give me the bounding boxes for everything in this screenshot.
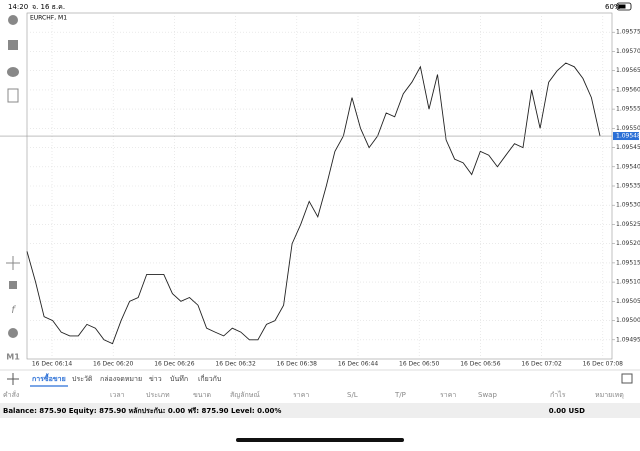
x-tick-label: 16 Dec 06:20 [93,361,134,368]
current-price-label: 1.09548 [616,133,640,140]
y-tick-label: 1.09540 [616,163,640,170]
tab-bar: การซื้อขาย ประวัติ กล่องจดหมาย ข่าว บันทึก เก… [30,372,221,387]
column-header: ขนาด [193,391,211,399]
new-order-icon[interactable] [7,88,19,103]
plot: 1.09548 [0,62,640,345]
y-tick-label: 1.09505 [616,298,640,305]
objects-icon[interactable] [8,328,18,338]
tab[interactable]: การซื้อขาย [32,372,66,383]
column-header: ประเภท [146,391,170,399]
y-tick-label: 1.09535 [616,183,640,190]
balance-bar [0,403,640,418]
x-tick-label: 16 Dec 06:32 [215,361,256,368]
home-indicator [236,438,404,442]
table-header: คำสั่ง เวลา ประเภท ขนาด สัญลักษณ์ ราคา S/L T/P ร… [3,390,624,399]
layout-button[interactable] [621,373,633,384]
chat-icon[interactable] [7,67,19,77]
battery-icon [616,2,632,11]
crosshair-icon[interactable] [6,256,20,270]
add-button[interactable] [7,373,19,385]
column-header: S/L [347,391,358,399]
y-tick-label: 1.09550 [616,125,640,132]
status-battery: 60% [605,3,621,11]
indicator-icon[interactable]: f [11,305,16,316]
x-tick-label: 16 Dec 06:14 [32,361,73,368]
x-tick-label: 16 Dec 07:08 [583,361,624,368]
y-tick-label: 1.09530 [616,202,640,209]
status-time: 14:20 [8,3,28,11]
column-header: คำสั่ง [3,390,19,399]
x-tick-label: 16 Dec 06:56 [460,361,501,368]
balance-summary: Balance: 875.90 Equity: 875.90 หลักประกั… [3,407,281,415]
timeframe-button[interactable]: M1 [6,353,20,362]
y-tick-label: 1.09545 [616,144,640,151]
y-tick-label: 1.09555 [616,106,640,113]
y-tick-label: 1.09565 [616,67,640,74]
column-header: สัญลักษณ์ [230,391,260,399]
trade-icon[interactable] [8,40,18,50]
tab[interactable]: เกี่ยวกับ [198,374,221,383]
status-date: จ. 16 ธ.ค. [32,3,65,11]
tab[interactable]: ข่าว [149,375,162,383]
battery-level [618,4,626,9]
grid: 1.09495 1.09500 1.09505 1.09510 1.09515 1.095… [27,13,640,368]
left-toolbar: f [6,15,20,338]
y-tick-label: 1.09560 [616,86,640,93]
column-header: เวลา [110,391,125,399]
candles-icon[interactable] [9,281,17,289]
column-header: T/P [394,391,406,399]
y-tick-label: 1.09500 [616,317,640,324]
symbol-label: EURCHF, M1 [30,15,67,22]
y-tick-label: 1.09520 [616,240,640,247]
x-tick-label: 16 Dec 06:38 [277,361,318,368]
y-tick-label: 1.09575 [616,29,640,36]
column-header: กำไร [550,390,566,399]
price-line [26,62,601,345]
y-tick-label: 1.09515 [616,259,640,266]
tab[interactable]: บันทึก [170,374,188,383]
current-price-box [613,132,639,141]
x-tick-label: 16 Dec 06:26 [154,361,195,368]
balance-profit: 0.00 USD [549,407,585,415]
column-header: Swap [478,391,497,399]
x-tick-label: 16 Dec 06:50 [399,361,440,368]
tab[interactable]: ประวัติ [72,375,93,383]
x-tick-label: 16 Dec 06:44 [338,361,379,368]
y-tick-label: 1.09525 [616,221,640,228]
y-tick-label: 1.09570 [616,48,640,55]
column-header: หมายเหตุ [595,391,624,399]
y-tick-label: 1.09495 [616,336,640,343]
x-tick-label: 16 Dec 07:02 [521,361,562,368]
y-tick-label: 1.09510 [616,279,640,286]
account-icon[interactable] [8,15,18,25]
column-header: ราคา [440,391,456,399]
column-header: ราคา [293,391,309,399]
tab[interactable]: กล่องจดหมาย [100,375,142,383]
